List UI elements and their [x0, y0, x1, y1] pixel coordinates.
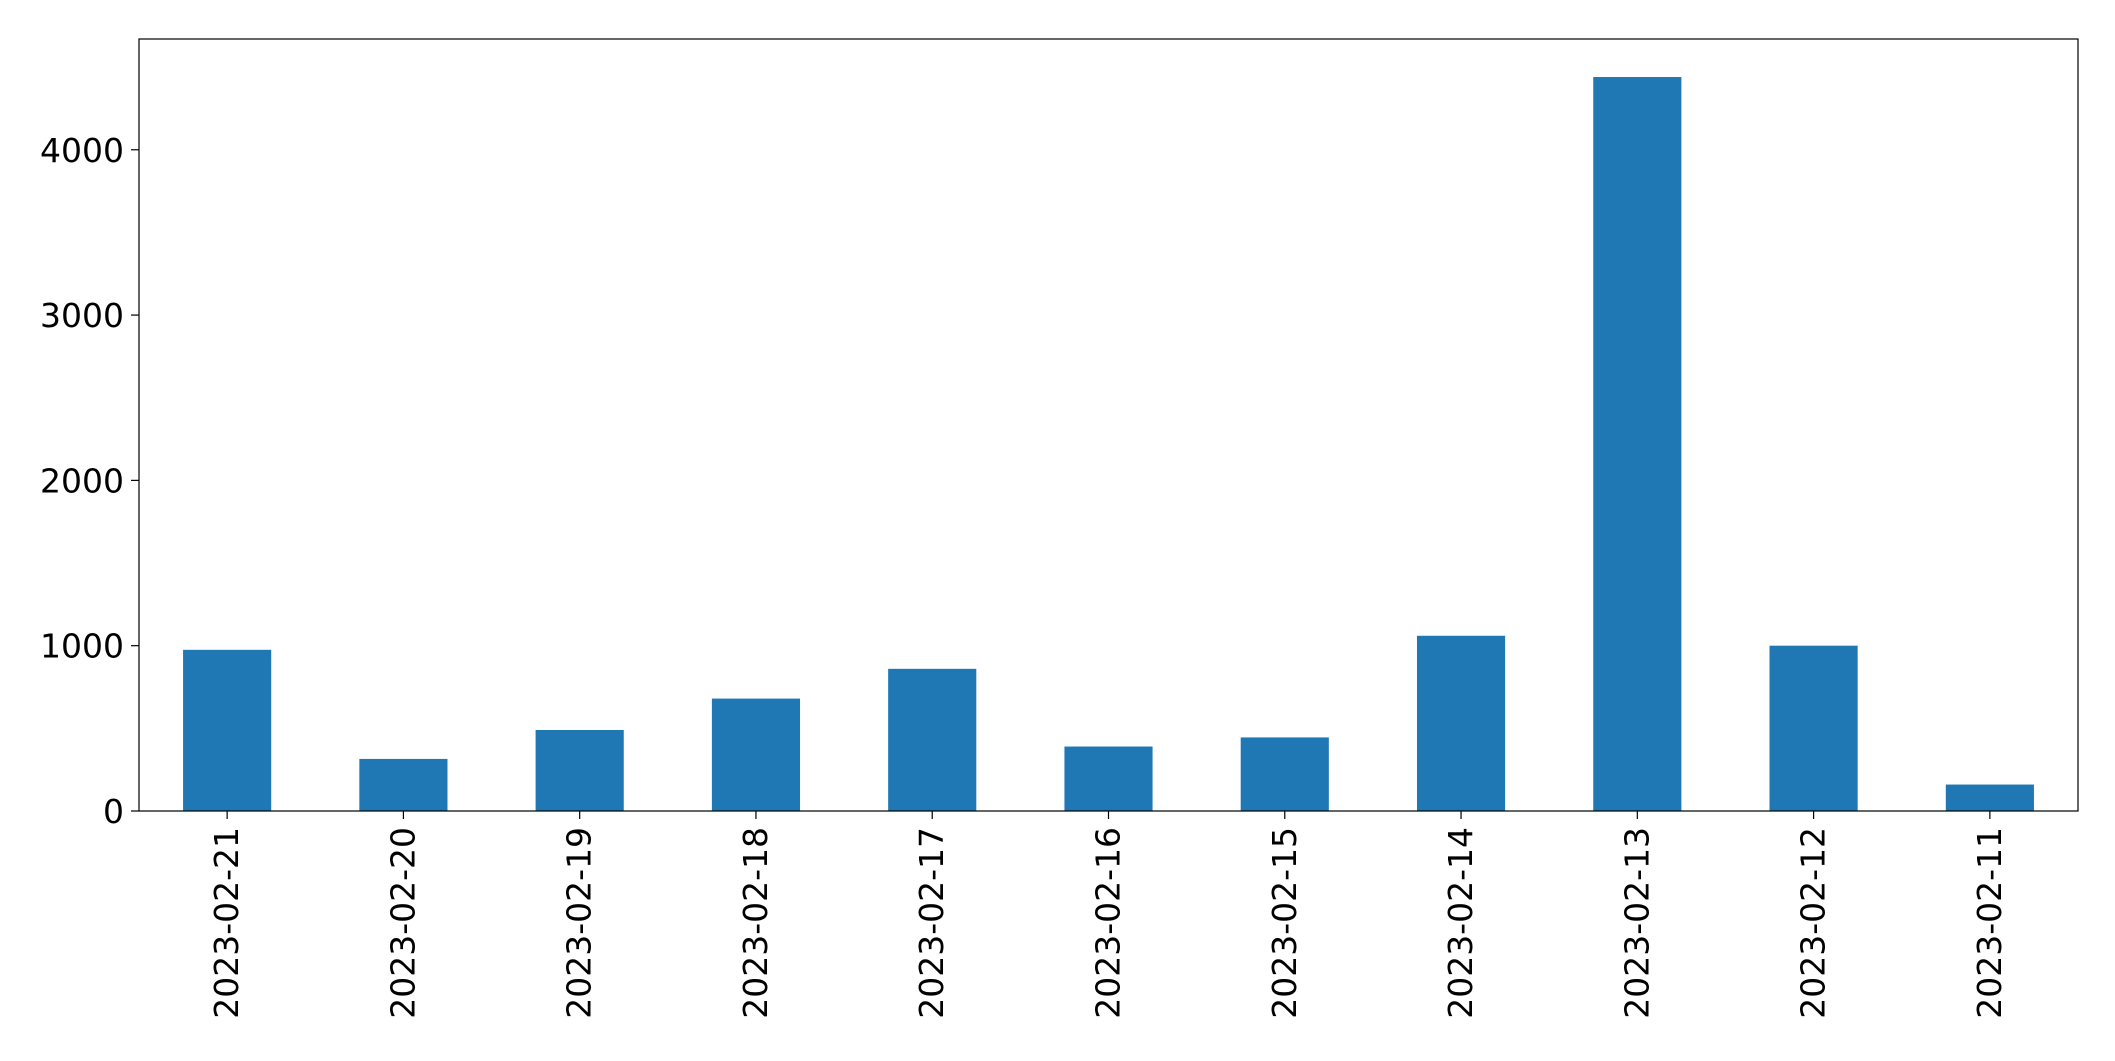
x-tick-label: 2023-02-17	[912, 827, 951, 1019]
bar-2023-02-19	[535, 730, 624, 811]
x-tick-label: 2023-02-11	[1970, 827, 2009, 1019]
x-tick-label: 2023-02-12	[1794, 827, 1833, 1019]
bar-2023-02-16	[1064, 746, 1153, 811]
x-tick-label: 2023-02-13	[1617, 827, 1656, 1019]
plot-frame	[138, 38, 2079, 812]
y-tick-label: 1000	[40, 627, 124, 666]
x-tick-label: 2023-02-21	[207, 827, 246, 1019]
y-axis-ticks: 0 1000 2000 3000 4000	[40, 131, 139, 831]
bars-group	[183, 77, 2034, 811]
x-tick-label: 2023-02-14	[1441, 827, 1480, 1019]
bar-2023-02-21	[183, 649, 272, 811]
x-axis-ticks: 2023-02-21 2023-02-20 2023-02-19 2023-02-18…	[207, 811, 2009, 1019]
bar-2023-02-18	[711, 698, 801, 811]
y-tick-label: 3000	[40, 296, 124, 335]
x-tick-label: 2023-02-16	[1089, 827, 1128, 1019]
x-tick-label: 2023-02-18	[736, 827, 775, 1019]
bar-2023-02-20	[359, 758, 448, 811]
y-tick-label: 2000	[40, 461, 124, 500]
y-tick-label: 0	[103, 792, 124, 831]
bar-2023-02-13	[1593, 77, 1682, 811]
x-tick-label: 2023-02-19	[560, 827, 599, 1019]
bar-2023-02-12	[1769, 645, 1858, 811]
bar-2023-02-15	[1240, 737, 1329, 811]
bar-2023-02-17	[888, 668, 977, 811]
x-tick-label: 2023-02-20	[383, 827, 422, 1019]
bar-2023-02-14	[1416, 635, 1506, 811]
bar-2023-02-11	[1945, 784, 2034, 811]
x-tick-label: 2023-02-15	[1265, 827, 1304, 1019]
y-tick-label: 4000	[40, 131, 124, 170]
